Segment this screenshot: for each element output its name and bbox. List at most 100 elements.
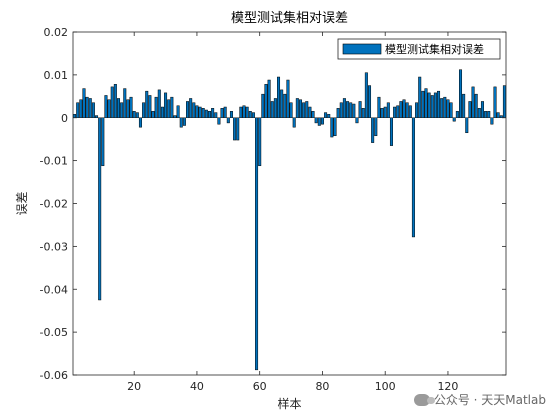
bar xyxy=(305,101,309,118)
bar xyxy=(396,105,400,118)
bar xyxy=(455,111,459,118)
y-tick-label: -0.03 xyxy=(40,240,68,253)
bar xyxy=(408,105,412,118)
bar xyxy=(371,117,375,143)
bar xyxy=(339,102,343,118)
x-tick-label: 20 xyxy=(127,380,141,393)
bar xyxy=(242,105,246,118)
bar xyxy=(73,114,77,118)
bar xyxy=(493,86,497,118)
y-tick-label: -0.04 xyxy=(40,283,68,296)
bar xyxy=(443,96,447,118)
bar xyxy=(129,96,133,118)
bar xyxy=(502,85,506,118)
bar xyxy=(123,88,127,118)
bar xyxy=(459,69,463,119)
bar xyxy=(324,112,328,119)
bar xyxy=(82,88,86,118)
bar xyxy=(245,106,249,118)
bar xyxy=(302,102,306,118)
bar xyxy=(368,85,372,118)
bar xyxy=(223,106,227,118)
bar xyxy=(308,106,312,118)
bar xyxy=(327,114,331,118)
y-tick-label: 0.02 xyxy=(44,26,69,39)
bar xyxy=(186,101,190,118)
bar xyxy=(138,117,142,128)
chart-title: 模型测试集相对误差 xyxy=(231,10,348,26)
bar xyxy=(120,102,124,118)
x-tick-label: 80 xyxy=(315,380,329,393)
bar xyxy=(126,99,130,118)
bar xyxy=(251,112,255,119)
bar xyxy=(91,102,95,118)
bar xyxy=(314,117,318,124)
bar xyxy=(229,111,233,118)
bar xyxy=(264,84,268,118)
bar xyxy=(342,98,346,118)
bar xyxy=(311,111,315,118)
bar xyxy=(76,102,80,118)
bar xyxy=(273,98,277,118)
y-tick-label: 0 xyxy=(61,112,68,125)
y-tick-label: -0.02 xyxy=(40,198,68,211)
bar xyxy=(248,111,252,118)
bar xyxy=(148,95,152,118)
bar xyxy=(95,115,99,119)
x-tick-label: 40 xyxy=(190,380,204,393)
bar xyxy=(189,98,193,118)
x-tick-label: 60 xyxy=(253,380,267,393)
wechat-icon xyxy=(413,393,435,406)
bar xyxy=(374,117,378,137)
bar xyxy=(433,92,437,118)
bar xyxy=(220,108,224,118)
bar xyxy=(286,79,290,118)
watermark-text: 公众号 · 天天Matlab xyxy=(433,393,546,407)
bar xyxy=(496,112,500,119)
bar xyxy=(349,102,353,118)
bar xyxy=(116,98,120,118)
legend: 模型测试集相对误差 xyxy=(337,38,501,60)
y-tick-label: -0.06 xyxy=(40,369,68,382)
bar xyxy=(440,98,444,118)
bar xyxy=(101,117,105,167)
bar xyxy=(361,108,365,118)
bar xyxy=(270,101,274,118)
bar xyxy=(355,117,359,124)
legend-swatch xyxy=(342,43,382,55)
bar xyxy=(107,99,111,118)
bar xyxy=(173,115,177,119)
bar xyxy=(88,98,92,118)
bar xyxy=(377,96,381,118)
bar xyxy=(85,96,89,118)
bar xyxy=(217,117,221,125)
bar xyxy=(236,117,240,141)
bar xyxy=(214,112,218,119)
bar xyxy=(490,117,494,125)
legend-label: 模型测试集相对误差 xyxy=(385,42,484,56)
bar xyxy=(204,109,208,118)
y-axis-label: 误差 xyxy=(15,191,29,215)
bar xyxy=(389,117,393,146)
bar xyxy=(449,102,453,118)
bar xyxy=(427,92,431,118)
bar xyxy=(113,84,117,118)
bar xyxy=(386,102,390,118)
bar xyxy=(298,99,302,118)
x-tick-label: 100 xyxy=(375,380,396,393)
bar xyxy=(333,117,337,137)
bar xyxy=(255,117,259,371)
bar xyxy=(277,76,281,118)
bar xyxy=(446,99,450,118)
bar xyxy=(198,106,202,118)
bar xyxy=(289,102,293,118)
bar xyxy=(430,95,434,118)
bar xyxy=(164,92,168,118)
bar xyxy=(474,93,478,118)
bar xyxy=(346,101,350,118)
bar xyxy=(477,108,481,118)
bar xyxy=(462,93,466,118)
bar xyxy=(98,117,102,301)
